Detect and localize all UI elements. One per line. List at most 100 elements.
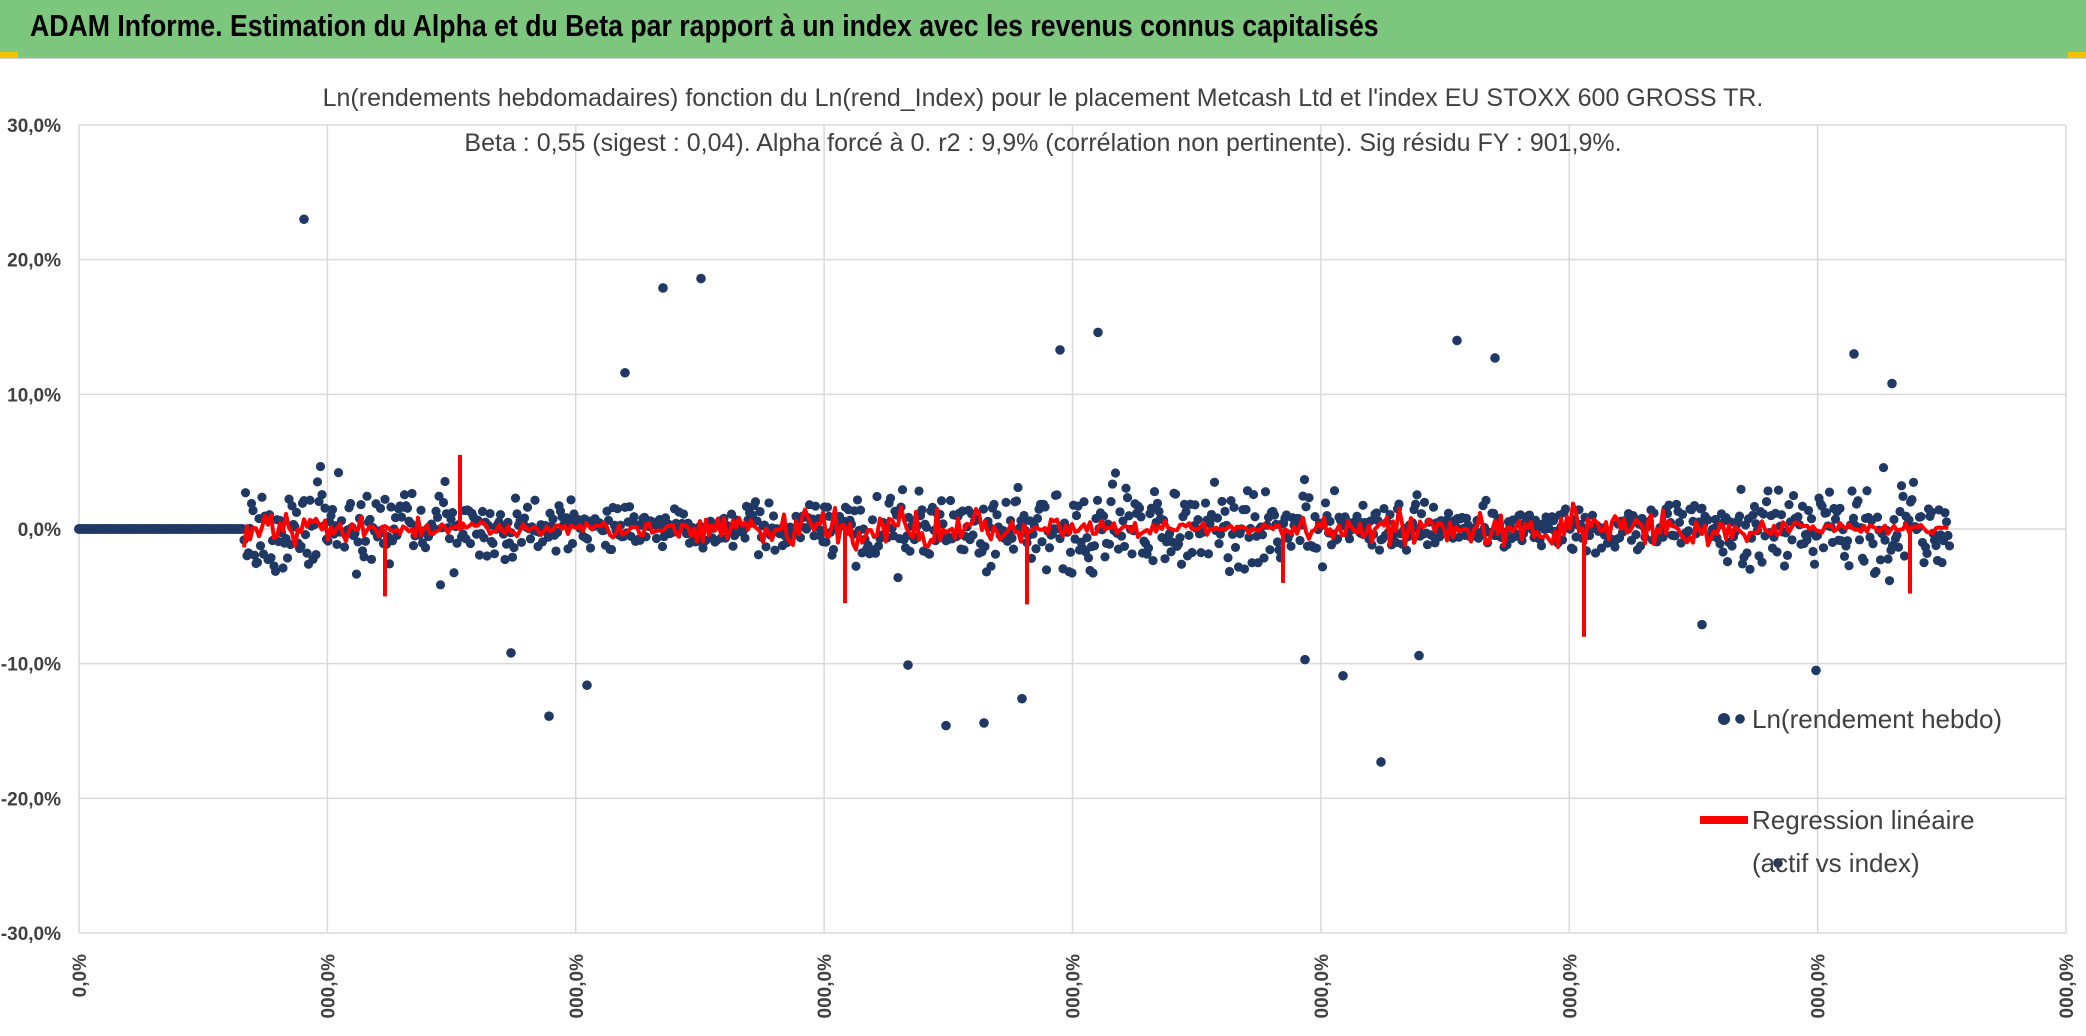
data-point: [1190, 500, 1200, 510]
data-point: [339, 542, 350, 552]
data-point: [1893, 542, 1904, 552]
data-point: [420, 543, 431, 553]
data-point: [1735, 714, 1745, 724]
data-point: [1782, 550, 1793, 560]
data-point: [1830, 514, 1841, 524]
data-point: [1937, 557, 1947, 568]
data-point: [1259, 553, 1269, 563]
x-tick-label: 000,0%: [815, 954, 836, 1019]
data-point: [905, 546, 915, 556]
x-tick-label: 000,0%: [318, 954, 339, 1019]
data-point: [506, 648, 516, 658]
x-tick-label: 000,0%: [1064, 954, 1085, 1019]
data-point: [1295, 535, 1305, 546]
data-point: [1136, 512, 1146, 522]
data-point: [449, 568, 459, 578]
data-point: [1835, 503, 1845, 513]
data-point: [1092, 495, 1103, 505]
data-point: [822, 502, 833, 512]
data-point: [500, 554, 510, 565]
data-point: [1412, 490, 1422, 500]
data-point: [658, 283, 668, 293]
data-point: [1434, 532, 1445, 542]
data-point: [870, 548, 881, 558]
corner-marker: [2068, 52, 2086, 59]
data-point: [1241, 504, 1251, 515]
data-point: [1416, 509, 1427, 519]
data-point: [1674, 517, 1685, 528]
data-point: [1899, 551, 1910, 561]
data-point: [311, 549, 321, 560]
data-point: [1148, 556, 1158, 566]
data-point: [1803, 505, 1814, 516]
data-point: [1883, 554, 1893, 564]
data-point: [1184, 530, 1194, 540]
data-point: [366, 554, 377, 564]
data-point: [1749, 501, 1760, 512]
data-point: [1154, 506, 1164, 517]
data-point: [1635, 541, 1646, 551]
data-point: [914, 486, 924, 496]
data-point: [519, 513, 530, 523]
data-point: [1671, 499, 1682, 509]
data-point: [1127, 549, 1137, 559]
data-point: [1338, 670, 1348, 681]
data-point: [1922, 548, 1932, 559]
data-point: [509, 542, 519, 553]
data-point: [1854, 535, 1865, 545]
data-point: [1428, 502, 1439, 512]
data-point: [1031, 544, 1041, 554]
data-point: [551, 546, 561, 556]
data-point: [1299, 474, 1310, 485]
data-point: [1703, 515, 1713, 525]
data-point: [275, 515, 285, 526]
data-point: [1736, 484, 1746, 494]
data-point: [651, 533, 662, 544]
x-tick-label: 000,0%: [1560, 954, 1581, 1019]
data-point: [1849, 349, 1859, 359]
data-point: [606, 544, 617, 555]
data-point: [495, 509, 506, 520]
data-point: [1209, 477, 1220, 487]
data-point: [1106, 496, 1116, 507]
data-point: [332, 539, 342, 550]
data-point: [980, 541, 990, 552]
data-point: [1170, 489, 1181, 499]
data-point: [1892, 530, 1902, 540]
data-point: [438, 497, 449, 508]
data-point: [1757, 557, 1767, 567]
data-point: [447, 508, 458, 518]
data-point: [396, 512, 407, 522]
data-point: [1926, 507, 1937, 517]
data-point: [764, 498, 774, 508]
data-point: [1880, 535, 1890, 545]
data-point: [315, 461, 326, 472]
data-point: [1802, 535, 1812, 545]
data-point: [522, 502, 533, 512]
data-point: [1374, 545, 1385, 555]
data-point: [1839, 551, 1850, 562]
data-point: [1758, 509, 1769, 519]
data-point: [656, 520, 666, 530]
data-point: [1871, 566, 1881, 577]
legend: Ln(rendement hebdo) Regression linéaire …: [1700, 704, 2002, 878]
data-point: [992, 510, 1002, 520]
data-point: [624, 502, 635, 512]
data-point: [1745, 564, 1755, 574]
data-point: [1940, 508, 1950, 518]
data-point: [986, 561, 996, 571]
data-point: [1260, 487, 1271, 497]
data-point: [530, 495, 540, 505]
data-point: [1847, 486, 1857, 496]
data-point: [678, 509, 689, 519]
data-point: [1223, 553, 1233, 563]
data-point: [1098, 511, 1109, 521]
data-point: [402, 503, 413, 513]
data-point: [755, 507, 765, 517]
data-point: [1896, 481, 1907, 491]
data-point: [1862, 486, 1872, 496]
page-title: ADAM Informe. Estimation du Alpha et du …: [30, 8, 1379, 43]
data-point: [761, 542, 771, 552]
data-point: [248, 505, 258, 516]
data-point: [1637, 513, 1647, 524]
